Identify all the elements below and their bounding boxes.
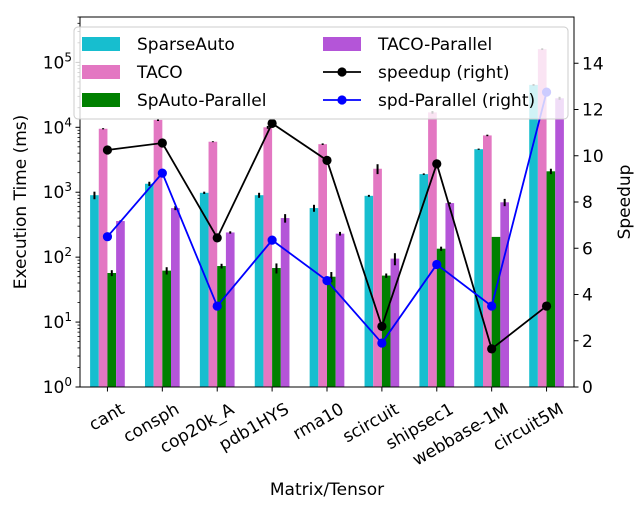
legend-swatch-spauto-parallel: [82, 93, 120, 107]
bar-taco-parallel-consph: [171, 208, 180, 387]
bar-taco-cop20k-a: [208, 141, 218, 387]
bar-taco-scircuit: [373, 168, 382, 387]
marker-speedup-right-2: [212, 233, 222, 243]
x-axis: cantconsphcop20k_Apdb1HYSrma10scircuitsh…: [86, 387, 567, 470]
bar-sparseauto-webbase-1m: [474, 149, 483, 387]
bar-spauto-parallel-shipsec1: [436, 248, 446, 387]
legend-label-speedup-right: speedup (right): [378, 63, 510, 83]
left-y-axis: 100 101 102 103 104 105: [43, 16, 80, 398]
marker-speedup-right-4: [322, 155, 332, 165]
right-y-axis: 0 2 4 6 8 10 12 14: [574, 54, 604, 398]
marker-speedup-right-0: [102, 145, 113, 155]
bars-layer: [90, 49, 564, 388]
bar-taco-consph: [153, 119, 163, 388]
left-tick-label: 100: [43, 375, 72, 398]
bar-spauto-parallel-webbase-1m: [491, 236, 501, 387]
bar-sparseauto-shipsec1: [419, 174, 429, 387]
bar-taco-circuit5m: [537, 49, 547, 387]
bar-sparseauto-circuit5m: [529, 84, 538, 387]
marker-spd-parallel-right-0: [102, 232, 113, 242]
left-tick-label: 105: [43, 50, 72, 73]
right-tick-label: 12: [582, 101, 604, 121]
marker-spd-parallel-right-2: [212, 301, 222, 311]
legend-marker-spd-parallel-right: [337, 95, 347, 105]
bar-sparseauto-cop20k-a: [199, 192, 209, 387]
bar-sparseauto-scircuit: [364, 195, 374, 387]
y-axis-label-right: Speedup: [615, 165, 635, 240]
marker-spd-parallel-right-7: [487, 301, 497, 311]
bar-spauto-parallel-rma10: [327, 276, 336, 387]
marker-speedup-right-6: [432, 159, 442, 169]
legend-label-taco: TACO: [136, 63, 183, 83]
bar-taco-parallel-cop20k-a: [225, 232, 235, 387]
bar-taco-shipsec1: [428, 112, 437, 387]
right-tick-label: 2: [582, 332, 593, 352]
right-tick-label: 8: [582, 193, 593, 213]
bar-spauto-parallel-cant: [107, 273, 117, 387]
bar-sparseauto-consph: [144, 183, 154, 387]
bar-taco-parallel-scircuit: [390, 258, 400, 387]
speedup-lines-layer: [102, 87, 552, 354]
legend-label-spd-parallel-right: spd-Parallel (right): [378, 91, 535, 111]
x-axis-label: Matrix/Tensor: [270, 480, 384, 500]
bar-sparseauto-pdb1hys: [254, 195, 264, 387]
marker-spd-parallel-right-3: [267, 235, 277, 245]
bar-taco-parallel-circuit5m: [555, 98, 564, 388]
right-tick-label: 10: [582, 147, 604, 167]
marker-speedup-right-1: [157, 138, 167, 148]
legend-swatch-taco: [82, 65, 120, 79]
left-tick-label: 104: [43, 115, 72, 138]
right-tick-label: 4: [582, 286, 593, 306]
bar-taco-parallel-webbase-1m: [500, 202, 510, 387]
left-tick-label: 102: [43, 245, 72, 268]
marker-spd-parallel-right-1: [157, 168, 167, 178]
legend-label-spauto-parallel: SpAuto-Parallel: [137, 91, 266, 111]
marker-speedup-right-8: [541, 301, 552, 311]
legend-marker-speedup-right: [337, 67, 347, 77]
left-tick-label: 103: [43, 180, 72, 203]
right-tick-label: 14: [582, 54, 604, 74]
legend-label-taco-parallel: TACO-Parallel: [377, 35, 492, 55]
marker-speedup-right-3: [267, 118, 277, 128]
legend: SparseAuto TACO SpAuto-Parallel TACO-Parall…: [73, 26, 569, 120]
legend-swatch-taco-parallel: [323, 37, 361, 51]
marker-speedup-right-5: [377, 321, 387, 332]
bar-spauto-parallel-circuit5m: [546, 171, 556, 387]
bar-sparseauto-rma10: [309, 208, 319, 387]
bar-taco-parallel-cant: [116, 221, 125, 387]
bar-taco-parallel-pdb1hys: [280, 218, 290, 387]
bar-spauto-parallel-consph: [162, 270, 172, 387]
bar-taco-webbase-1m: [482, 135, 492, 387]
right-tick-label: 0: [582, 378, 593, 398]
left-tick-label: 101: [43, 310, 72, 333]
bar-taco-rma10: [318, 144, 327, 387]
right-tick-label: 6: [582, 239, 593, 259]
bar-taco-parallel-rma10: [335, 233, 345, 387]
x-tick-label: rma10: [290, 399, 348, 444]
marker-spd-parallel-right-5: [377, 338, 387, 348]
y-axis-label-left: Execution Time (ms): [11, 115, 31, 290]
legend-swatch-sparseauto: [82, 37, 120, 51]
legend-box: [73, 26, 569, 120]
bar-taco-cant: [98, 128, 108, 387]
bar-taco-parallel-shipsec1: [445, 203, 455, 387]
bar-taco-pdb1hys: [263, 127, 273, 387]
marker-spd-parallel-right-4: [322, 276, 332, 286]
marker-speedup-right-7: [487, 344, 497, 354]
legend-label-sparseauto: SparseAuto: [137, 35, 235, 55]
bar-spauto-parallel-scircuit: [381, 275, 391, 387]
bar-spauto-parallel-cop20k-a: [217, 266, 226, 387]
marker-spd-parallel-right-6: [432, 259, 442, 270]
bar-spauto-parallel-pdb1hys: [272, 268, 281, 387]
bar-sparseauto-cant: [90, 195, 99, 387]
